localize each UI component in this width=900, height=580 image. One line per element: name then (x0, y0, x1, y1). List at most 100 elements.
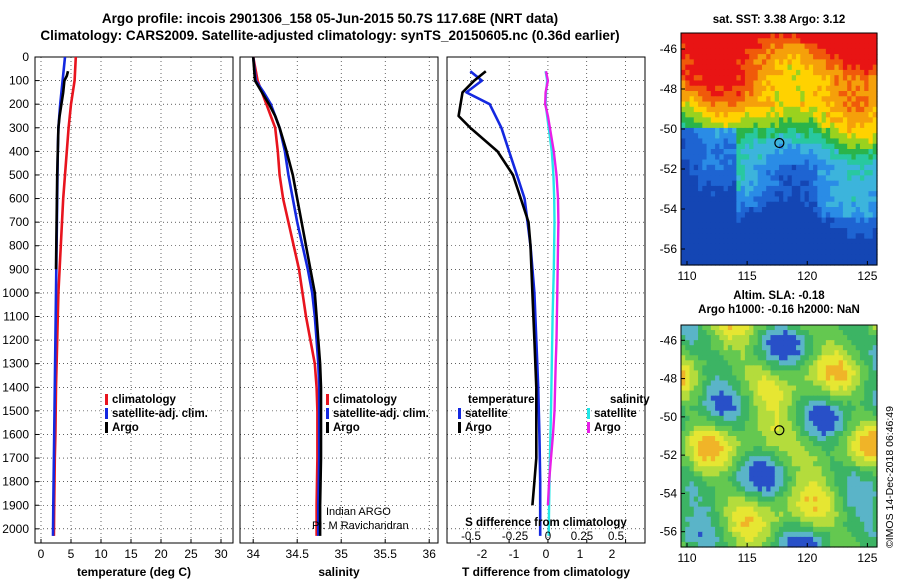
sst-cell (723, 228, 729, 234)
sla-cell (774, 380, 780, 387)
sst-cell (838, 59, 844, 66)
sst-cell (808, 175, 814, 182)
sst-cell (796, 159, 801, 166)
sst-cell (774, 217, 780, 224)
sst-cell (796, 249, 801, 256)
sla-cell (859, 335, 865, 341)
sst-cell (791, 127, 797, 134)
sst-cell (766, 106, 772, 113)
sst-cell (732, 185, 737, 192)
sst-cell (753, 249, 759, 256)
sla-cell (868, 436, 874, 442)
sla-cell (740, 405, 746, 412)
sla-cell (787, 385, 793, 392)
sla-cell (808, 526, 814, 533)
sst-cell (736, 54, 742, 60)
sst-cell (868, 228, 874, 234)
sla-cell (825, 350, 831, 356)
sst-cell (817, 222, 823, 229)
sla-cell (727, 375, 733, 382)
sla-cell (791, 375, 797, 382)
sla-cell (749, 531, 755, 538)
sla-cell (808, 466, 814, 472)
sst-cell (821, 164, 827, 171)
sla-cell (838, 456, 844, 462)
sla-cell (800, 516, 806, 523)
sst-cell (859, 43, 865, 50)
sst-cell (719, 238, 725, 245)
sla-cell (774, 451, 780, 457)
sst-cell (774, 85, 780, 92)
sla-cell (681, 345, 686, 351)
sst-cell (685, 38, 691, 45)
sst-cell (761, 33, 767, 39)
sst-cell (732, 222, 737, 229)
sla-cell (855, 385, 861, 392)
sst-cell (813, 154, 818, 161)
salinity-legend-label: climatology (333, 394, 398, 406)
sst-cell (783, 85, 789, 92)
sla-cell (779, 380, 784, 387)
sla-cell (783, 451, 789, 457)
sla-cell (779, 425, 784, 432)
sst-cell (851, 75, 857, 82)
sla-cell (838, 496, 844, 503)
sla-cell (740, 526, 746, 533)
sst-cell (723, 59, 729, 66)
sst-cell (723, 64, 729, 71)
sst-cell (800, 59, 806, 66)
sla-cell (689, 501, 695, 508)
sst-cell (757, 233, 763, 240)
sst-cell (770, 38, 776, 45)
sla-cell (838, 410, 844, 417)
sst-cell (757, 185, 763, 192)
sla-cell (693, 375, 699, 382)
sla-cell (753, 466, 759, 472)
sla-cell (715, 456, 720, 462)
sst-cell (753, 48, 759, 55)
sla-cell (757, 330, 763, 336)
sst-cell (702, 122, 708, 129)
sla-cell (821, 501, 827, 508)
sst-cell (719, 143, 725, 150)
sla-cell (740, 420, 746, 427)
sst-cell (851, 101, 857, 108)
sla-cell (761, 511, 767, 518)
sla-cell (851, 365, 857, 372)
sla-cell (753, 385, 759, 392)
sla-cell (804, 325, 810, 331)
sla-cell (834, 325, 840, 331)
sst-cell (821, 122, 827, 129)
sla-cell (872, 441, 878, 447)
sst-cell (774, 259, 780, 266)
sla-cell (702, 425, 708, 432)
sla-cell (723, 420, 729, 427)
sla-map: 110 115 120 125-46-48-50-52-54-56 (660, 324, 878, 565)
sst-cell (685, 154, 691, 161)
sst-cell (791, 254, 797, 261)
sst-cell (727, 154, 733, 161)
sst-cell (813, 91, 818, 97)
sla-cell (685, 355, 691, 361)
sst-cell (796, 91, 801, 97)
sst-cell (796, 117, 801, 124)
sla-cell (727, 501, 733, 508)
sla-cell (868, 461, 874, 467)
sst-cell (693, 143, 699, 150)
sst-cell (685, 238, 691, 245)
sst-cell (838, 185, 844, 192)
sst-cell (693, 64, 699, 71)
sla-cell (813, 521, 818, 528)
sla-cell (813, 355, 818, 361)
sla-cell (813, 395, 818, 402)
sst-cell (689, 48, 695, 55)
sla-cell (753, 375, 759, 382)
sla-cell (838, 446, 844, 452)
sla-cell (855, 496, 861, 503)
sst-cell (808, 122, 814, 129)
sla-cell (855, 501, 861, 508)
sst-cell (774, 191, 780, 198)
sla-cell (868, 335, 874, 341)
sla-cell (859, 496, 865, 503)
sst-cell (859, 170, 865, 176)
